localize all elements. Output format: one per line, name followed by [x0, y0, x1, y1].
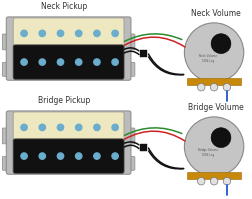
FancyBboxPatch shape: [13, 139, 123, 173]
Circle shape: [93, 153, 100, 159]
Bar: [187, 78, 240, 85]
FancyBboxPatch shape: [6, 17, 131, 80]
Circle shape: [197, 178, 204, 185]
Circle shape: [75, 59, 82, 65]
Circle shape: [209, 83, 217, 91]
Circle shape: [222, 178, 230, 185]
FancyBboxPatch shape: [124, 156, 134, 170]
Circle shape: [39, 124, 45, 131]
Circle shape: [93, 59, 100, 65]
Circle shape: [184, 117, 243, 176]
Circle shape: [39, 59, 45, 65]
Circle shape: [222, 83, 230, 91]
FancyBboxPatch shape: [2, 156, 12, 170]
Circle shape: [184, 23, 243, 82]
Circle shape: [39, 30, 45, 37]
Text: Bridge Pickup: Bridge Pickup: [37, 96, 89, 105]
Circle shape: [209, 178, 217, 185]
Circle shape: [112, 124, 118, 131]
Circle shape: [112, 153, 118, 159]
Circle shape: [93, 124, 100, 131]
Text: Neck Volume: Neck Volume: [191, 9, 240, 18]
FancyBboxPatch shape: [124, 62, 134, 76]
Circle shape: [197, 83, 204, 91]
Bar: [140, 144, 147, 151]
FancyBboxPatch shape: [124, 34, 134, 50]
Circle shape: [57, 59, 64, 65]
Circle shape: [21, 59, 27, 65]
Circle shape: [75, 30, 82, 37]
Circle shape: [57, 30, 64, 37]
Text: Bridge Volume: Bridge Volume: [187, 103, 243, 112]
FancyBboxPatch shape: [13, 18, 123, 49]
Circle shape: [210, 34, 230, 54]
Circle shape: [21, 30, 27, 37]
Text: Neck Volume
500k Log: Neck Volume 500k Log: [198, 54, 216, 63]
Circle shape: [21, 153, 27, 159]
FancyBboxPatch shape: [2, 34, 12, 50]
Text: Bridge Volume
500k Log: Bridge Volume 500k Log: [197, 148, 217, 157]
Circle shape: [112, 59, 118, 65]
FancyBboxPatch shape: [13, 45, 123, 79]
FancyBboxPatch shape: [13, 112, 123, 143]
FancyBboxPatch shape: [2, 128, 12, 144]
Circle shape: [93, 30, 100, 37]
Circle shape: [39, 153, 45, 159]
Circle shape: [75, 153, 82, 159]
Circle shape: [57, 124, 64, 131]
FancyBboxPatch shape: [6, 111, 131, 174]
Circle shape: [75, 124, 82, 131]
Circle shape: [57, 153, 64, 159]
FancyBboxPatch shape: [2, 62, 12, 76]
Circle shape: [21, 124, 27, 131]
Circle shape: [210, 128, 230, 147]
Text: Neck Pickup: Neck Pickup: [40, 2, 86, 11]
FancyBboxPatch shape: [124, 128, 134, 144]
Circle shape: [112, 30, 118, 37]
Bar: [187, 172, 240, 179]
Bar: [140, 50, 147, 57]
